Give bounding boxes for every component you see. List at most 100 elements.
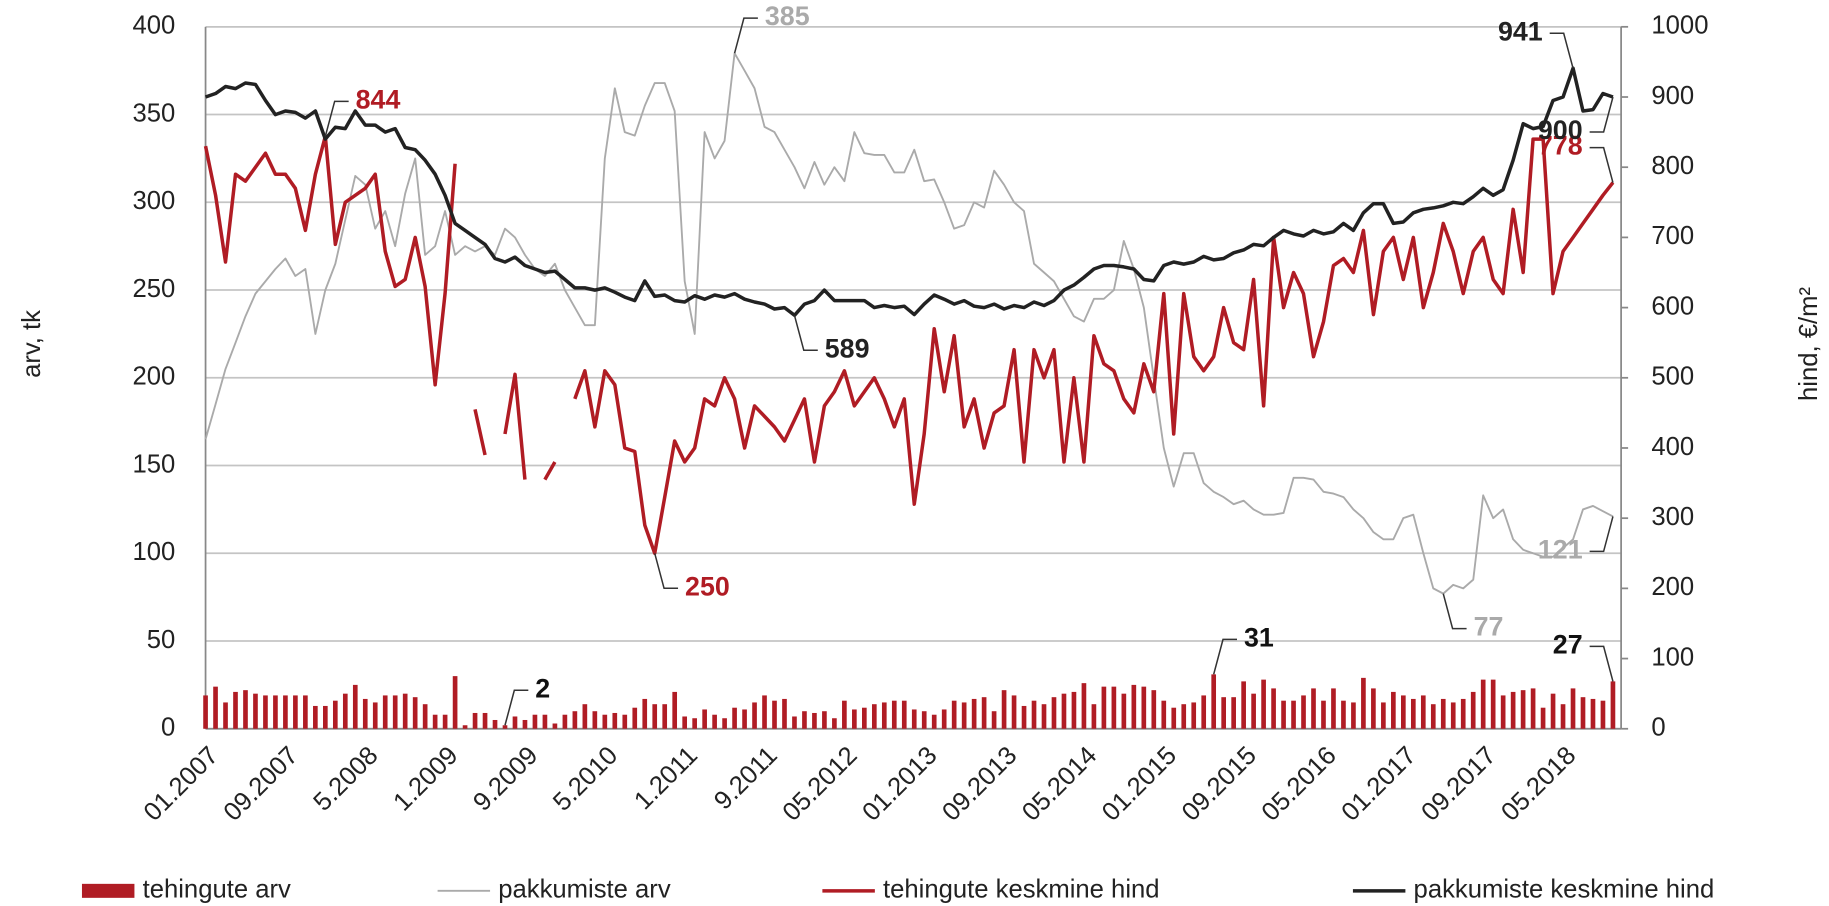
data-label: 31 <box>1244 622 1274 652</box>
bar <box>1611 681 1616 728</box>
bar <box>383 695 388 728</box>
bar <box>1171 708 1176 729</box>
bar <box>1271 688 1276 728</box>
data-label: 589 <box>825 333 870 363</box>
bar <box>972 699 977 729</box>
bar <box>533 715 538 729</box>
bar <box>363 699 368 729</box>
bar <box>1211 674 1216 728</box>
bar <box>553 723 558 728</box>
bar <box>1151 690 1156 729</box>
bar <box>1122 694 1127 729</box>
bar <box>1251 694 1256 729</box>
bar <box>912 709 917 728</box>
bar <box>423 704 428 729</box>
chart: arv, tk hind, €/m² 050100150200250300350… <box>0 0 1829 906</box>
bar <box>1032 701 1037 729</box>
y-tick-label: 0 <box>161 714 175 742</box>
y2-axis-title: hind, €/m² <box>1795 287 1823 401</box>
bar <box>1132 685 1137 729</box>
bar <box>702 709 707 728</box>
bar <box>1052 697 1057 729</box>
data-label: 844 <box>356 84 401 114</box>
bar <box>473 713 478 729</box>
bar <box>323 706 328 729</box>
bar <box>922 711 927 729</box>
y2-tick-label: 0 <box>1651 714 1665 742</box>
bar <box>1411 699 1416 729</box>
y-tick-label: 150 <box>132 450 175 478</box>
bar <box>1371 688 1376 728</box>
data-label: 121 <box>1538 534 1583 564</box>
bar <box>862 708 867 729</box>
bar <box>942 709 947 728</box>
bar <box>1351 702 1356 728</box>
legend-label: pakkumiste arv <box>498 876 671 904</box>
y2-tick-label: 700 <box>1651 222 1694 250</box>
bar <box>802 711 807 729</box>
bar <box>1092 704 1097 729</box>
bar <box>1082 683 1087 729</box>
bar <box>982 697 987 729</box>
bar <box>503 725 508 729</box>
y-tick-label: 400 <box>132 12 175 40</box>
bar <box>642 699 647 729</box>
bar <box>892 701 897 729</box>
bar <box>453 676 458 729</box>
bar <box>1002 690 1007 729</box>
bar <box>1012 695 1017 728</box>
bar <box>223 702 228 728</box>
bar <box>612 713 617 729</box>
bar <box>632 708 637 729</box>
y2-tick-label: 400 <box>1651 433 1694 461</box>
bar <box>1221 697 1226 729</box>
bar <box>373 702 378 728</box>
bar <box>213 687 218 729</box>
bar <box>792 716 797 728</box>
y2-tick-label: 900 <box>1651 82 1694 110</box>
bar <box>513 716 518 728</box>
bar <box>243 690 248 729</box>
bar <box>672 692 677 729</box>
bar <box>1591 699 1596 729</box>
bar <box>1421 695 1426 728</box>
bar <box>263 695 268 728</box>
bar <box>493 720 498 729</box>
y-axis-title: arv, tk <box>18 310 46 378</box>
bar <box>882 702 887 728</box>
bar <box>293 695 298 728</box>
bar <box>1072 692 1077 729</box>
bar <box>563 715 568 729</box>
y2-tick-label: 100 <box>1651 643 1694 671</box>
bar <box>852 709 857 728</box>
bar <box>902 701 907 729</box>
y2-tick-label: 500 <box>1651 363 1694 391</box>
bar <box>652 704 657 729</box>
y2-tick-label: 800 <box>1651 152 1694 180</box>
data-label: 941 <box>1498 16 1543 46</box>
bar <box>353 685 358 729</box>
bar <box>682 716 687 728</box>
bar <box>692 718 697 729</box>
y-tick-label: 300 <box>132 187 175 215</box>
bar <box>413 697 418 729</box>
bar <box>1281 701 1286 729</box>
bar <box>742 709 747 728</box>
bar <box>952 701 957 729</box>
page: arv, tk hind, €/m² 050100150200250300350… <box>0 0 1829 906</box>
bar <box>1561 704 1566 729</box>
data-label: 250 <box>685 571 730 601</box>
data-label: 77 <box>1474 612 1504 642</box>
bar <box>752 702 757 728</box>
bar <box>1341 701 1346 729</box>
bar <box>662 704 667 729</box>
bar <box>1401 695 1406 728</box>
bar <box>732 708 737 729</box>
bar <box>1551 694 1556 729</box>
bar <box>1581 697 1586 729</box>
y-tick-label: 200 <box>132 363 175 391</box>
bar <box>283 695 288 728</box>
bar <box>203 695 208 728</box>
bar <box>593 711 598 729</box>
bar <box>812 713 817 729</box>
